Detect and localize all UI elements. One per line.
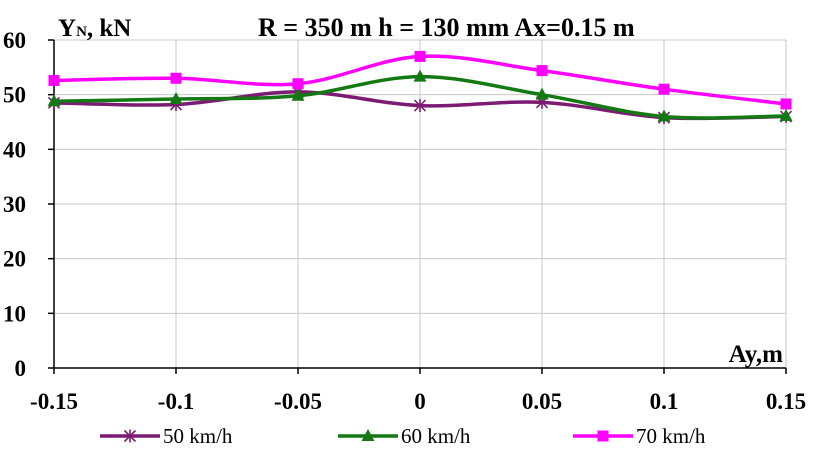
x-tick-label: 0.05 <box>522 389 562 414</box>
data-point-marker <box>291 88 305 101</box>
data-point-marker <box>413 99 427 113</box>
legend-marker <box>123 429 137 443</box>
y-axis-label: YN, kN <box>58 15 131 42</box>
legend-marker <box>597 430 609 442</box>
legend-label: 50 km/h <box>163 424 233 448</box>
x-tick-label: 0.15 <box>766 389 806 414</box>
data-point-marker <box>170 72 182 84</box>
legend-item: 60 km/h <box>338 424 471 448</box>
data-point-marker <box>657 109 671 122</box>
y-tick-label: 60 <box>3 28 26 53</box>
chart-title: R = 350 m h = 130 mm Ax=0.15 m <box>258 13 635 42</box>
y-tick-label: 50 <box>3 83 26 108</box>
legend: 50 km/h 60 km/h 70 km/h <box>100 424 706 448</box>
data-point-marker <box>48 74 60 86</box>
data-point-marker <box>292 78 304 90</box>
x-tick-label: -0.1 <box>158 389 194 414</box>
x-tick-label: -0.05 <box>274 389 322 414</box>
legend-marker <box>361 429 375 441</box>
x-tick-label: -0.15 <box>30 389 78 414</box>
data-point-marker <box>536 65 548 77</box>
data-point-marker <box>780 98 792 110</box>
y-tick-label: 20 <box>3 247 26 272</box>
legend-label: 70 km/h <box>636 424 706 448</box>
legend-item: 50 km/h <box>100 424 233 448</box>
series-60-km-h <box>47 69 793 122</box>
legend-item: 70 km/h <box>573 424 706 448</box>
data-point-marker <box>414 50 426 62</box>
series-lines <box>47 50 793 125</box>
data-point-marker <box>535 87 549 100</box>
data-point-marker <box>658 83 670 95</box>
y-tick-label: 30 <box>3 192 26 217</box>
data-point-marker <box>779 108 793 121</box>
x-tick-label: 0 <box>414 389 426 414</box>
data-point-marker <box>47 94 61 107</box>
series-70-km-h <box>48 50 792 110</box>
x-axis-label: Ay,m <box>729 341 784 368</box>
tick-labels: 0 10 20 30 40 50 60 -0.15 -0.1 -0.05 0 0.05 0.1 0.15 <box>3 28 806 414</box>
data-point-marker <box>169 92 183 105</box>
y-tick-label: 40 <box>3 137 26 162</box>
data-point-marker <box>413 69 427 82</box>
legend-label: 60 km/h <box>401 424 471 448</box>
y-tick-label: 10 <box>3 301 26 326</box>
x-tick-label: 0.1 <box>650 389 679 414</box>
y-tick-label: 0 <box>15 356 27 381</box>
